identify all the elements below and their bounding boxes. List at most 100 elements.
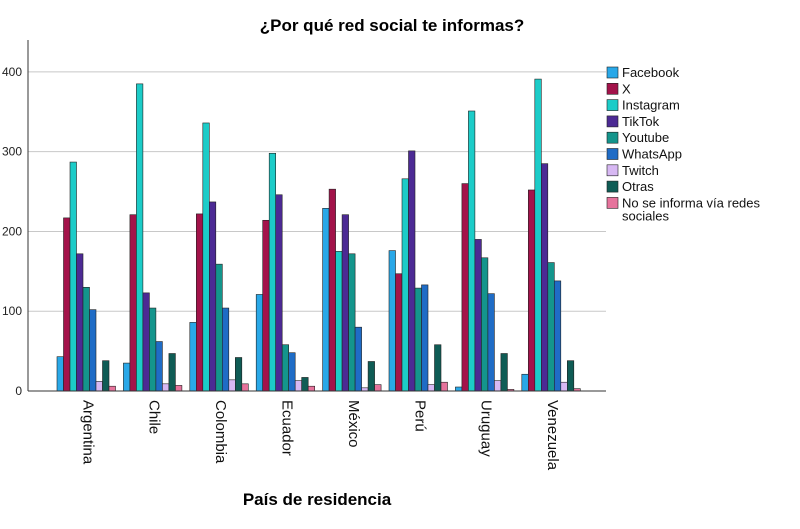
- bar-colombia-8: [241, 383, 249, 392]
- bar-perú-1: [395, 273, 403, 392]
- bar-colombia-6: [228, 379, 236, 392]
- bar-argentina-0: [56, 356, 64, 392]
- y-tick-label: 300: [2, 145, 22, 159]
- bar-venezuela-7: [566, 360, 575, 392]
- y-tick-label: 400: [2, 65, 22, 79]
- bar-colombia-7: [235, 357, 243, 392]
- bar-ecuador-8: [307, 385, 316, 392]
- bar-venezuela-0: [521, 373, 529, 392]
- bar-chile-7: [168, 353, 176, 392]
- x-tick-label: Perú: [411, 400, 428, 432]
- bar-ecuador-7: [301, 377, 309, 392]
- bar-chile-8: [175, 385, 183, 392]
- bar-perú-3: [408, 150, 416, 392]
- legend-swatch: [606, 131, 619, 144]
- bar-méxico-7: [367, 361, 375, 392]
- bar-uruguay-5: [487, 293, 495, 392]
- bar-méxico-3: [341, 214, 349, 392]
- bar-argentina-7: [102, 360, 110, 392]
- bar-perú-4: [414, 287, 422, 392]
- bar-ecuador-2: [268, 152, 277, 392]
- bar-uruguay-2: [468, 110, 476, 392]
- bar-perú-2: [401, 178, 409, 392]
- x-tick-label: Venezuela: [544, 400, 561, 471]
- bar-méxico-2: [335, 251, 343, 392]
- legend-swatch: [606, 180, 619, 193]
- legend-label: TikTok: [622, 114, 660, 129]
- bar-argentina-5: [89, 309, 97, 392]
- bar-ecuador-5: [288, 352, 296, 392]
- bar-chile-0: [123, 362, 131, 392]
- bar-colombia-0: [189, 322, 197, 392]
- bar-argentina-6: [95, 381, 103, 392]
- bar-colombia-1: [196, 213, 204, 392]
- bars: [56, 78, 581, 392]
- legend-swatch: [606, 99, 619, 111]
- y-tick-label: 0: [15, 384, 22, 398]
- y-tick-labels: 0 100 200 300 400: [2, 65, 22, 398]
- bar-colombia-3: [209, 201, 217, 392]
- bar-venezuela-2: [534, 78, 542, 392]
- bar-ecuador-0: [255, 294, 264, 392]
- y-tick-label: 200: [2, 224, 22, 238]
- bar-perú-8: [440, 381, 448, 392]
- bar-uruguay-0: [455, 386, 463, 392]
- bar-argentina-2: [69, 161, 77, 392]
- bar-perú-0: [388, 250, 396, 392]
- bar-chile-2: [136, 83, 144, 392]
- legend-label: Otras: [622, 179, 654, 194]
- grid-lines: [28, 71, 606, 312]
- legend-swatch: [606, 197, 619, 209]
- x-tick-label: Colombia: [212, 400, 229, 464]
- bar-ecuador-4: [281, 344, 290, 392]
- x-tick-label: México: [345, 400, 362, 448]
- bar-perú-7: [434, 344, 442, 392]
- bar-chile-4: [149, 307, 157, 392]
- bar-chile-5: [155, 341, 163, 392]
- bar-chile-6: [162, 383, 170, 392]
- bar-méxico-0: [322, 208, 330, 392]
- bar-ecuador-3: [275, 194, 283, 392]
- legend-label: No se informa vía redes sociales: [622, 195, 761, 223]
- bar-uruguay-1: [461, 183, 469, 392]
- x-tick-label: Argentina: [79, 400, 96, 465]
- bar-méxico-4: [348, 253, 356, 392]
- bar-venezuela-4: [547, 262, 555, 392]
- legend-swatch: [606, 148, 619, 160]
- x-axis-label: País de residencia: [243, 490, 392, 509]
- x-tick-label: Ecuador: [278, 400, 295, 456]
- x-tick-labels: Argentina Chile Colombia Ecuador México Perú U…: [79, 400, 561, 471]
- legend-label: X: [622, 81, 631, 96]
- bar-argentina-8: [108, 385, 116, 392]
- bar-argentina-1: [63, 217, 71, 392]
- legend-label: Twitch: [622, 163, 659, 178]
- bar-venezuela-6: [560, 381, 568, 392]
- bar-venezuela-1: [527, 189, 536, 392]
- x-tick-label: Uruguay: [478, 400, 495, 457]
- y-tick-label: 100: [2, 304, 22, 318]
- axes: [27, 40, 606, 392]
- bar-colombia-4: [215, 263, 223, 392]
- bar-perú-5: [421, 284, 429, 392]
- bar-uruguay-6: [494, 380, 502, 392]
- bar-colombia-5: [222, 307, 230, 392]
- bar-ecuador-1: [262, 219, 270, 392]
- bar-méxico-8: [374, 384, 382, 392]
- legend-swatch: [606, 164, 619, 177]
- chart-title: ¿Por qué red social te informas?: [260, 16, 525, 35]
- bar-uruguay-3: [474, 239, 482, 392]
- bar-ecuador-6: [294, 380, 303, 392]
- bar-perú-6: [427, 384, 435, 392]
- legend-swatch: [606, 66, 619, 79]
- legend-label: Instagram: [622, 98, 680, 113]
- bar-argentina-3: [76, 253, 84, 392]
- legend-label: Facebook: [622, 65, 680, 80]
- legend-label: WhatsApp: [622, 147, 682, 162]
- legend-swatch: [606, 83, 619, 95]
- bar-méxico-1: [328, 188, 336, 392]
- bar-colombia-2: [202, 122, 210, 392]
- bar-chile-3: [142, 292, 150, 392]
- bar-chile-1: [129, 214, 137, 392]
